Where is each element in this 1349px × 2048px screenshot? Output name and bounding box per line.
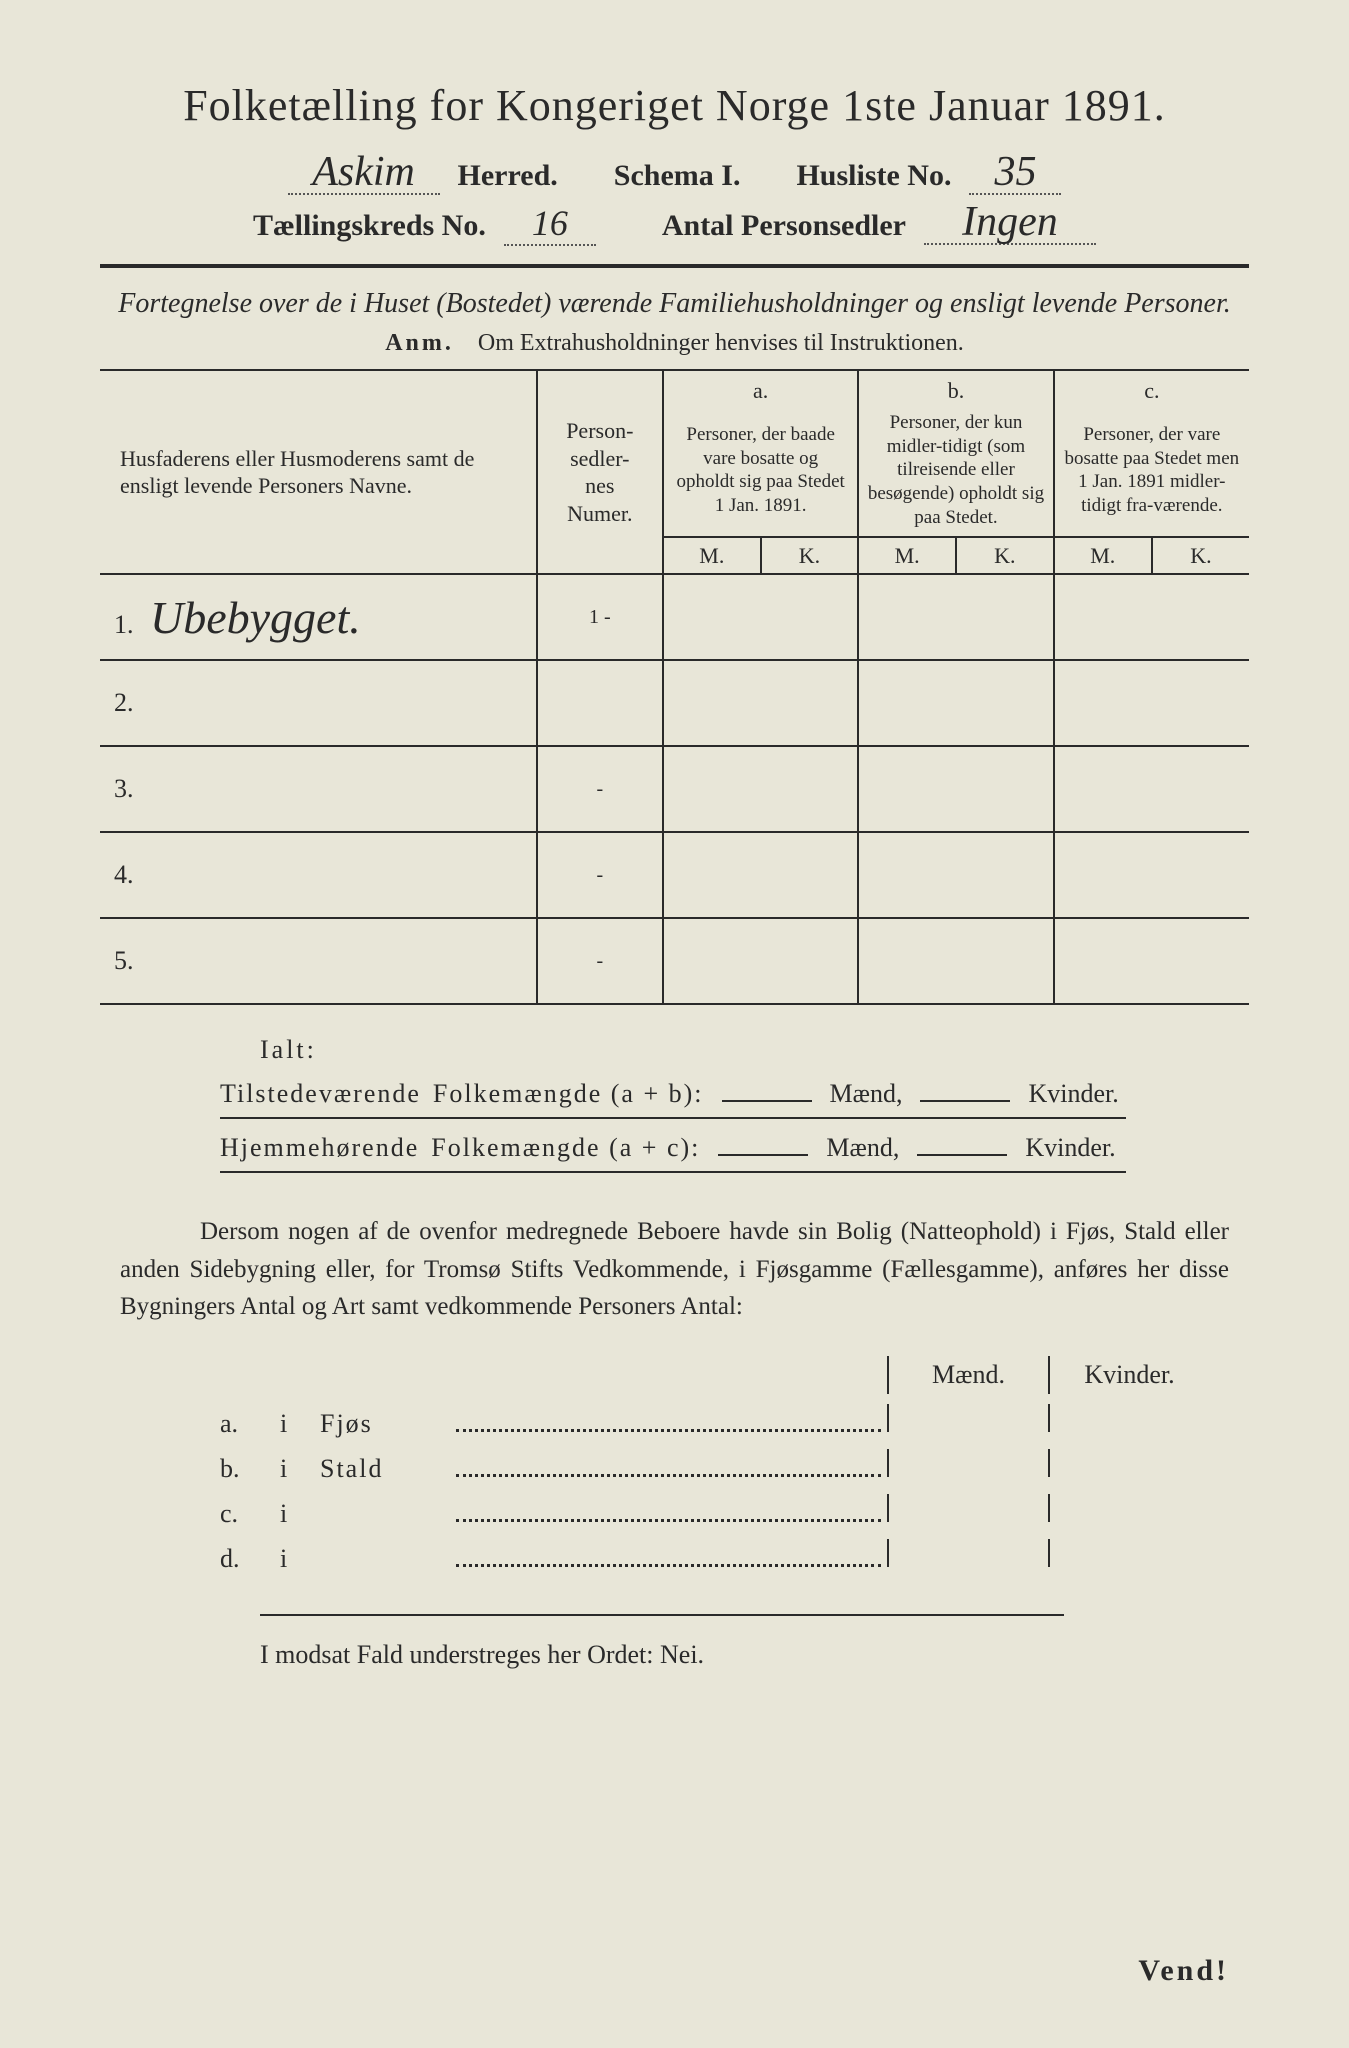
b-key: a. (220, 1409, 280, 1439)
b-key: c. (220, 1499, 280, 1529)
table-row: 3. - (100, 746, 1249, 832)
bygning-block: Mænd. Kvinder. a. i Fjøs b. i Stald c. i… (220, 1356, 1209, 1574)
table-row: 5. - (100, 918, 1249, 1004)
row-num: 2. (114, 688, 134, 717)
kreds-no: 16 (504, 202, 596, 246)
bygning-row: d. i (220, 1539, 1209, 1574)
schema-label: Schema I. (614, 159, 741, 193)
row-tick: - (537, 746, 663, 832)
row-tick: - (537, 832, 663, 918)
col-name-header: Husfaderens eller Husmoderens samt de en… (100, 370, 537, 574)
header-line-1: Askim Herred. Schema I. Husliste No. 35 (100, 151, 1249, 195)
herred-value: Askim (288, 151, 440, 195)
khead: Kvinder. (1050, 1356, 1209, 1394)
anm-label: Anm. (385, 330, 454, 356)
col-name-text: Husfaderens eller Husmoderens samt de en… (120, 446, 474, 499)
row-tick: - (537, 918, 663, 1004)
b-what: Fjøs (320, 1409, 450, 1439)
col-a-header: Personer, der baade vare bosatte og opho… (663, 405, 858, 537)
row-num: 4. (114, 860, 134, 889)
col-b-mk: M. K. (858, 537, 1053, 575)
row-num: 1. (114, 610, 134, 639)
ialt-maend: Mænd, (830, 1079, 903, 1109)
row-tick: 1 - (537, 574, 663, 660)
divider (100, 264, 1249, 268)
table-row: 4. - (100, 832, 1249, 918)
antal-value: Ingen (924, 201, 1096, 245)
fortegnelse-text: Fortegnelse over de i Huset (Bostedet) v… (100, 286, 1249, 322)
mk-header: Mænd. Kvinder. (887, 1356, 1209, 1394)
census-form-page: Folketælling for Kongeriget Norge 1ste J… (0, 0, 1349, 2048)
col-b-letter: b. (858, 370, 1053, 405)
a-k: K. (762, 538, 858, 574)
col-c-mk: M. K. (1054, 537, 1249, 575)
col-a-mk: M. K. (663, 537, 858, 575)
kreds-label: Tællingskreds No. (253, 209, 486, 243)
b-key: b. (220, 1454, 280, 1484)
ialt-2a: Hjemmehørende (220, 1133, 419, 1163)
row-tick (537, 660, 663, 746)
col-c-letter: c. (1054, 370, 1249, 405)
ialt-1a: Tilstedeværende (220, 1079, 421, 1109)
c-m: M. (1055, 538, 1153, 574)
b-i: i (280, 1454, 320, 1484)
b-i: i (280, 1544, 320, 1574)
dersom-text: Dersom nogen af de ovenfor medregnede Be… (120, 1218, 1229, 1320)
household-table: Husfaderens eller Husmoderens samt de en… (100, 369, 1249, 1005)
bygning-row: b. i Stald (220, 1449, 1209, 1484)
row-num: 3. (114, 774, 134, 803)
b-what: Stald (320, 1454, 450, 1484)
row-num: 5. (114, 946, 134, 975)
ialt-block: Ialt: Tilstedeværende Folkemængde (a + b… (220, 1035, 1249, 1173)
ialt-row-1: Tilstedeværende Folkemængde (a + b): Mæn… (220, 1079, 1126, 1119)
ialt-maend2: Mænd, (826, 1133, 899, 1163)
mhead: Mænd. (889, 1356, 1050, 1394)
vend-label: Vend! (1138, 1954, 1229, 1988)
header-line-2: Tællingskreds No. 16 Antal Personsedler … (100, 201, 1249, 246)
page-title: Folketælling for Kongeriget Norge 1ste J… (100, 80, 1249, 131)
ialt-1b: Folkemængde (a + b): (433, 1079, 704, 1109)
b-i: i (280, 1409, 320, 1439)
modsat-line: I modsat Fald understreges her Ordet: Ne… (260, 1614, 1064, 1670)
anm-text: Om Extrahusholdninger henvises til Instr… (478, 330, 964, 356)
husliste-no: 35 (969, 151, 1061, 195)
b-k: K. (957, 538, 1053, 574)
anm-line: Anm. Om Extrahusholdninger henvises til … (100, 330, 1249, 357)
table-row: 2. (100, 660, 1249, 746)
col-c-header: Personer, der vare bosatte paa Stedet me… (1054, 405, 1249, 537)
b-key: d. (220, 1544, 280, 1574)
antal-label: Antal Personsedler (662, 209, 906, 243)
col-a-letter: a. (663, 370, 858, 405)
ialt-kvinder: Kvinder. (1028, 1079, 1118, 1109)
col-b-header: Personer, der kun midler-tidigt (som til… (858, 405, 1053, 537)
ialt-label: Ialt: (260, 1035, 1249, 1065)
herred-label: Herred. (458, 159, 558, 193)
dersom-paragraph: Dersom nogen af de ovenfor medregnede Be… (120, 1213, 1229, 1326)
ialt-2b: Folkemængde (a + c): (431, 1133, 700, 1163)
col-num-header: Person- sedler- nes Numer. (537, 370, 663, 574)
bygning-row: c. i (220, 1494, 1209, 1529)
table-row: 1. Ubebygget. 1 - (100, 574, 1249, 660)
husliste-label: Husliste No. (796, 159, 951, 193)
row-name: Ubebygget. (150, 592, 361, 643)
ialt-kvinder2: Kvinder. (1025, 1133, 1115, 1163)
ialt-row-2: Hjemmehørende Folkemængde (a + c): Mænd,… (220, 1133, 1126, 1173)
bygning-row: a. i Fjøs (220, 1404, 1209, 1439)
b-m: M. (859, 538, 957, 574)
b-i: i (280, 1499, 320, 1529)
c-k: K. (1153, 538, 1249, 574)
a-m: M. (664, 538, 762, 574)
